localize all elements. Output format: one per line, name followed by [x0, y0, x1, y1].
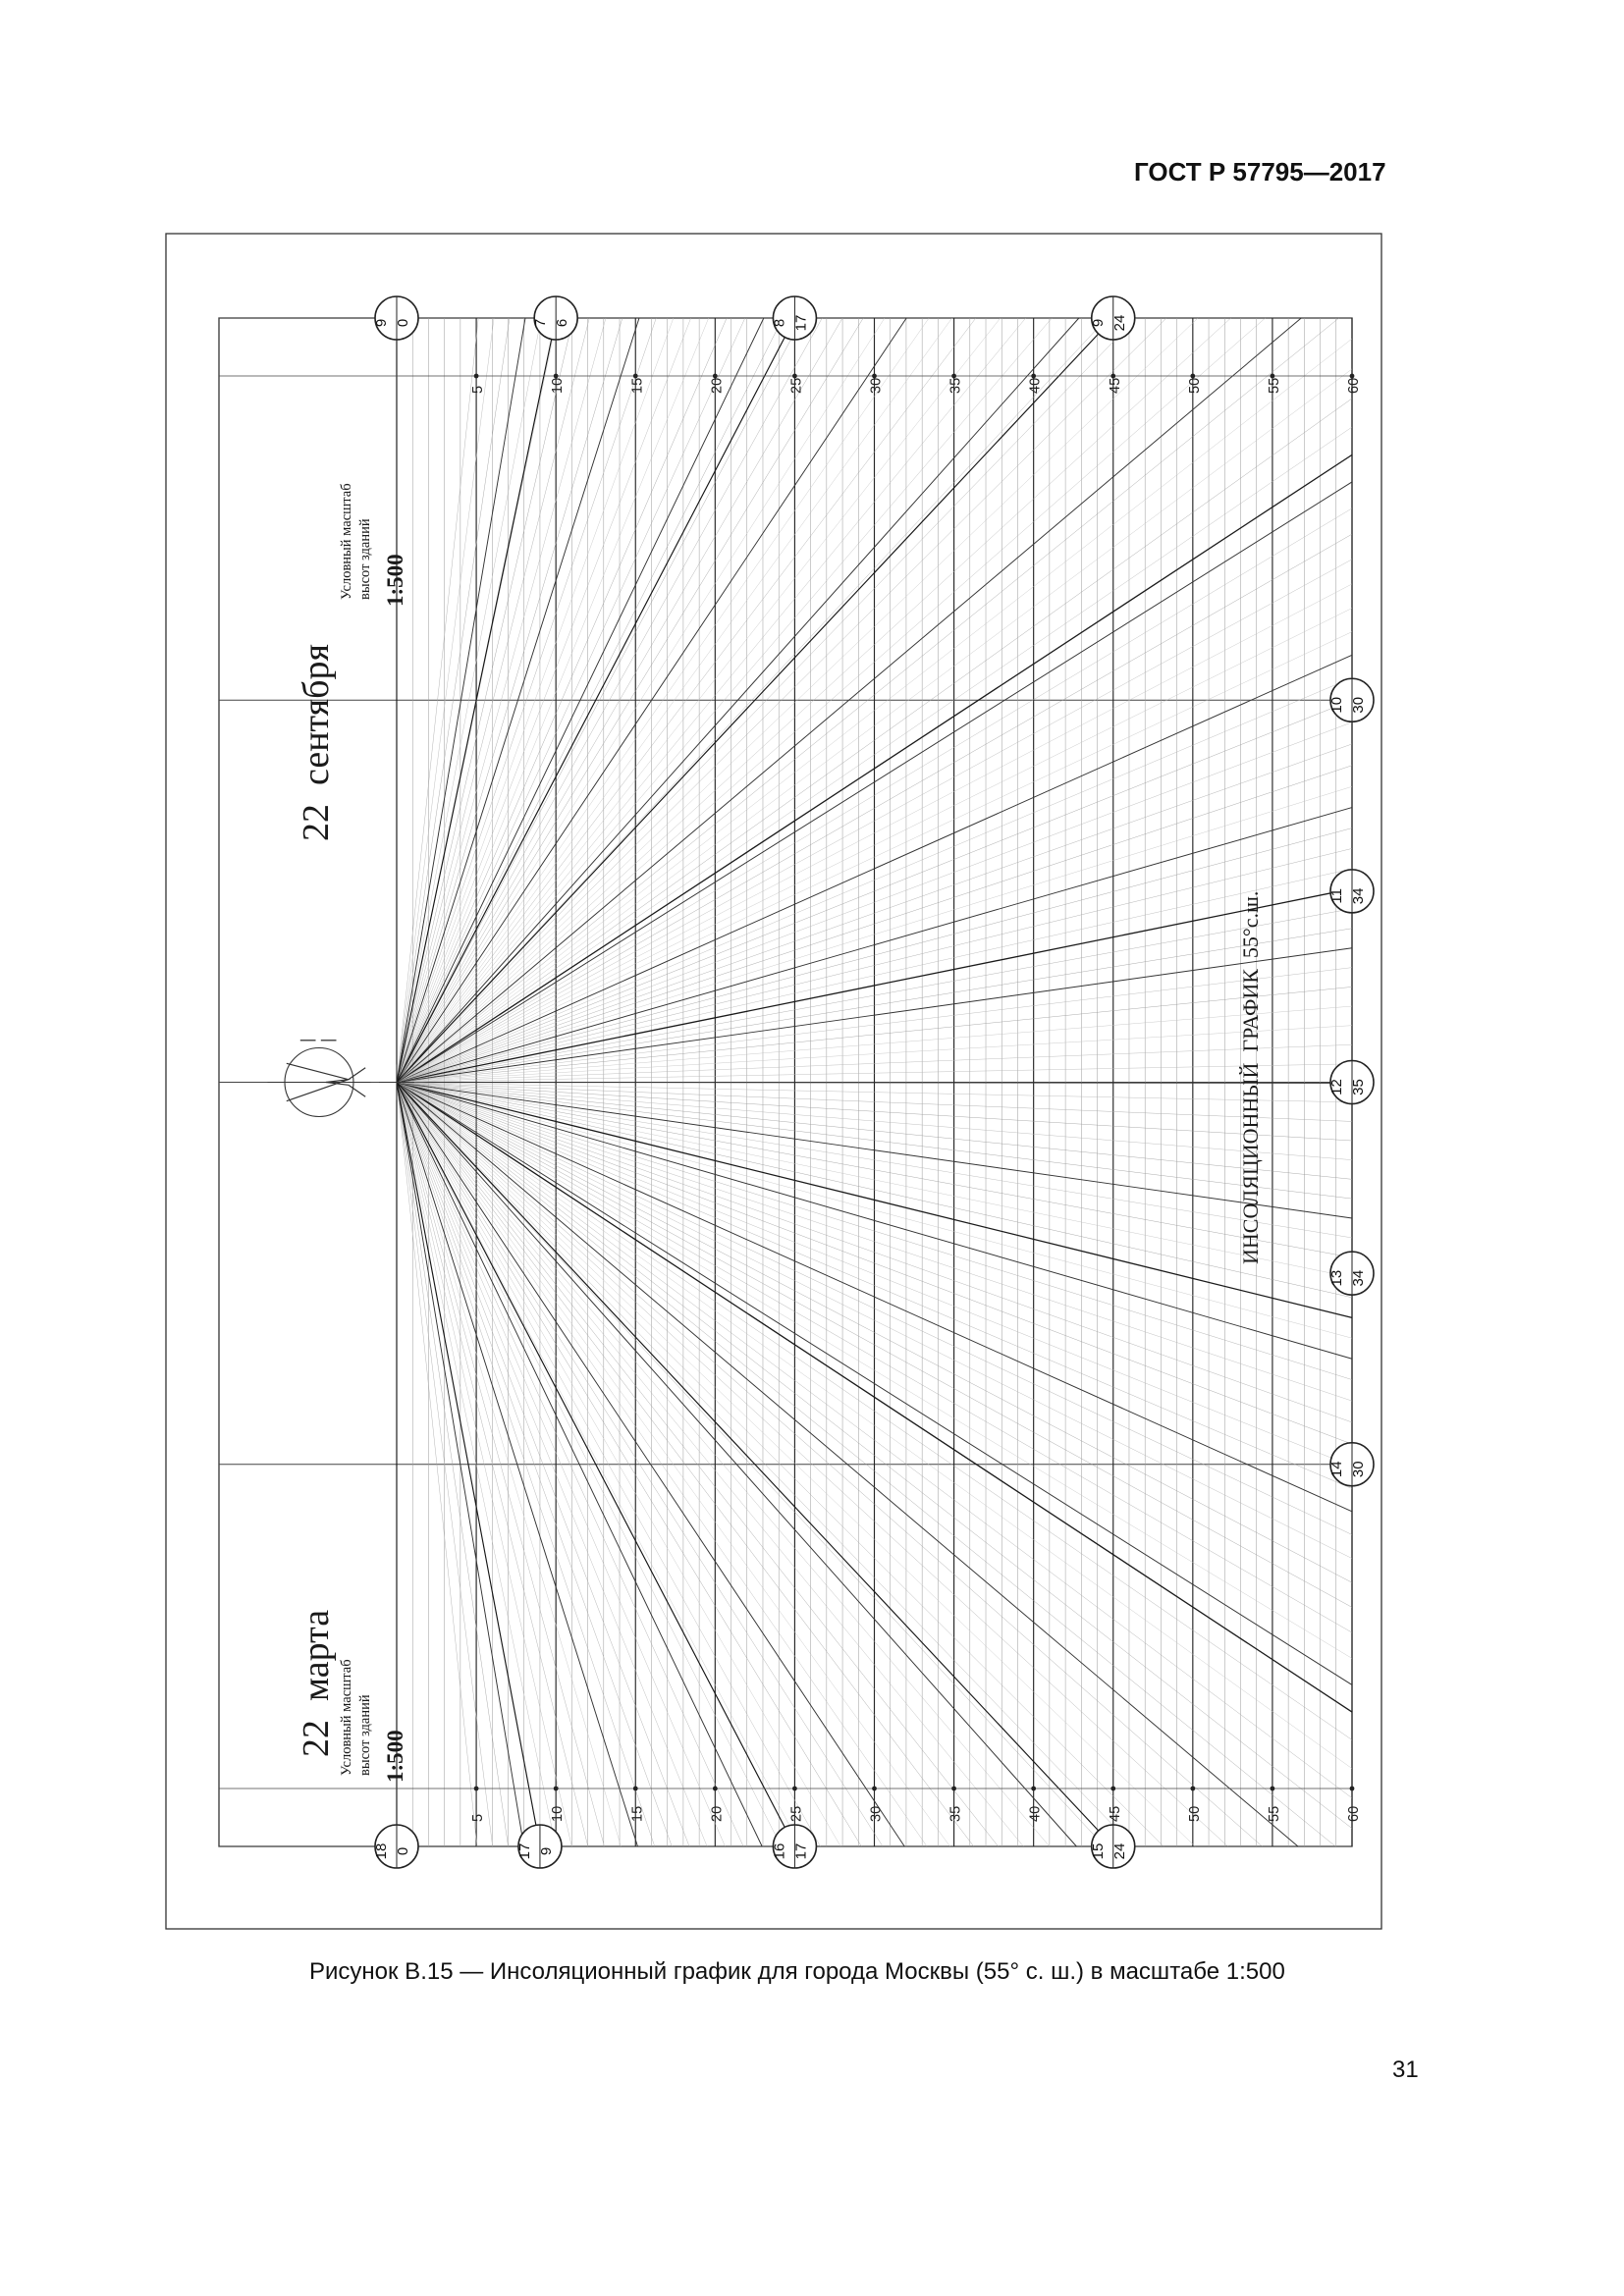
svg-text:45: 45 [1108, 1806, 1123, 1822]
svg-text:35: 35 [948, 378, 964, 394]
svg-text:10: 10 [1328, 697, 1345, 714]
svg-text:18: 18 [373, 1843, 390, 1860]
svg-text:60: 60 [1346, 378, 1362, 394]
svg-text:16: 16 [771, 1843, 787, 1860]
svg-text:6: 6 [554, 319, 570, 327]
svg-text:15: 15 [629, 378, 645, 394]
svg-text:30: 30 [869, 1806, 885, 1822]
svg-text:11: 11 [1328, 888, 1345, 904]
svg-text:13: 13 [1328, 1270, 1345, 1287]
svg-text:50: 50 [1187, 1806, 1203, 1822]
svg-text:55: 55 [1267, 1806, 1282, 1822]
svg-text:0: 0 [395, 1847, 411, 1855]
svg-text:24: 24 [1111, 315, 1128, 332]
svg-text:8: 8 [771, 319, 787, 327]
svg-text:40: 40 [1028, 1806, 1044, 1822]
svg-text:50: 50 [1187, 378, 1203, 394]
svg-text:5: 5 [470, 1814, 486, 1822]
svg-text:12: 12 [1328, 1079, 1345, 1095]
svg-text:17: 17 [792, 315, 809, 332]
svg-text:45: 45 [1108, 378, 1123, 394]
svg-text:34: 34 [1350, 1270, 1367, 1287]
svg-text:55: 55 [1267, 378, 1282, 394]
svg-text:20: 20 [709, 1806, 725, 1822]
svg-text:9: 9 [1090, 319, 1107, 327]
svg-text:25: 25 [788, 1806, 804, 1822]
svg-text:9: 9 [373, 319, 390, 327]
svg-text:24: 24 [1111, 1843, 1128, 1860]
svg-text:9: 9 [538, 1847, 555, 1855]
svg-text:30: 30 [1350, 1461, 1367, 1477]
svg-text:7: 7 [532, 319, 549, 327]
svg-text:35: 35 [948, 1806, 964, 1822]
svg-text:5: 5 [470, 386, 486, 394]
svg-text:15: 15 [629, 1806, 645, 1822]
svg-text:35: 35 [1350, 1079, 1367, 1095]
svg-text:40: 40 [1028, 378, 1044, 394]
svg-text:10: 10 [550, 378, 566, 394]
svg-text:17: 17 [516, 1843, 533, 1860]
svg-text:10: 10 [550, 1806, 566, 1822]
svg-text:17: 17 [792, 1843, 809, 1860]
svg-text:60: 60 [1346, 1806, 1362, 1822]
svg-text:20: 20 [709, 378, 725, 394]
svg-text:14: 14 [1328, 1461, 1345, 1477]
svg-text:30: 30 [1350, 697, 1367, 714]
svg-text:15: 15 [1090, 1843, 1107, 1860]
svg-text:25: 25 [788, 378, 804, 394]
svg-text:30: 30 [869, 378, 885, 394]
svg-text:34: 34 [1350, 888, 1367, 905]
svg-text:0: 0 [395, 319, 411, 327]
